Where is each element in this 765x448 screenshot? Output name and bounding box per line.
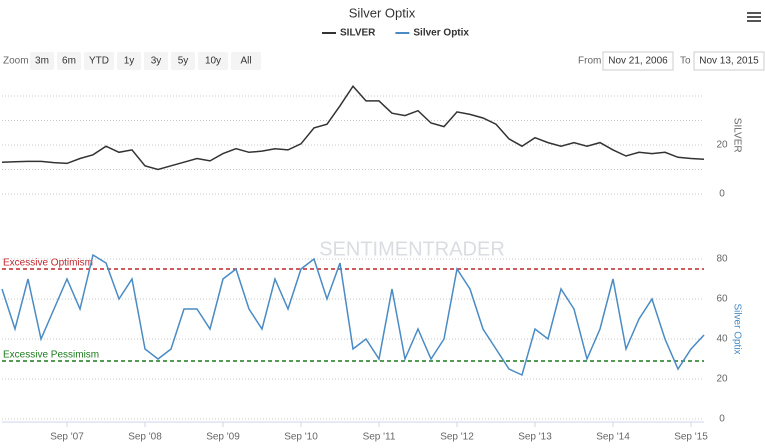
from-label: From	[578, 56, 601, 67]
zoom-button[interactable]	[144, 52, 168, 70]
zoom-button-label[interactable]: 3m	[35, 56, 49, 67]
zoom-button-label[interactable]: 10y	[205, 56, 221, 67]
x-tick-label: Sep '14	[596, 432, 630, 443]
y-tick-label: 20	[716, 374, 728, 385]
x-tick-label: Sep '13	[518, 432, 552, 443]
x-tick-label: Sep '10	[284, 432, 318, 443]
zoom-button-label[interactable]: 6m	[62, 56, 76, 67]
to-label: To	[680, 56, 691, 67]
series-line	[1, 253, 705, 377]
x-tick-label: Sep '07	[50, 432, 84, 443]
x-tick-label: Sep '15	[674, 432, 708, 443]
y-tick-label: 80	[716, 254, 728, 265]
zoom-button-label[interactable]: 3y	[151, 56, 162, 67]
chart-title: Silver Optix	[349, 5, 416, 20]
legend-label[interactable]: SILVER	[340, 28, 376, 39]
from-input[interactable]	[602, 51, 674, 71]
from-value[interactable]: Nov 21, 2006	[608, 56, 668, 67]
x-tick-label: Sep '08	[128, 432, 162, 443]
zoom-button[interactable]	[198, 52, 228, 70]
zoom-button[interactable]	[231, 52, 261, 70]
y-axis-label: SILVER	[731, 118, 742, 153]
y-tick-label: 20	[716, 140, 728, 151]
zoom-button-label[interactable]: 1y	[124, 56, 135, 67]
menu-icon[interactable]	[747, 12, 761, 22]
x-tick-label: Sep '11	[363, 432, 396, 443]
annotation: Excessive Optimism	[3, 258, 93, 269]
y-tick-label: 0	[719, 189, 725, 200]
zoom-button-label[interactable]: YTD	[89, 56, 109, 67]
legend-label[interactable]: Silver Optix	[413, 28, 469, 39]
to-input[interactable]	[693, 51, 765, 71]
zoom-label: Zoom	[3, 56, 29, 67]
x-tick-label: Sep '09	[206, 432, 240, 443]
zoom-button-label[interactable]: All	[240, 56, 251, 67]
y-axis-label: Silver Optix	[731, 303, 742, 354]
y-tick-label: 60	[716, 294, 728, 305]
x-tick-label: Sep '12	[440, 432, 474, 443]
zoom-button[interactable]	[57, 52, 81, 70]
annotation: Excessive Pessimism	[3, 350, 99, 361]
zoom-button-label[interactable]: 5y	[178, 56, 189, 67]
zoom-button[interactable]	[171, 52, 195, 70]
zoom-button[interactable]	[30, 52, 54, 70]
y-tick-label: 40	[716, 334, 728, 345]
zoom-button[interactable]	[117, 52, 141, 70]
y-tick-label: 0	[719, 414, 725, 425]
to-value[interactable]: Nov 13, 2015	[699, 56, 759, 67]
watermark: SENTIMENTRADER	[319, 238, 505, 260]
series-line	[1, 84, 705, 171]
zoom-button[interactable]	[84, 52, 114, 70]
